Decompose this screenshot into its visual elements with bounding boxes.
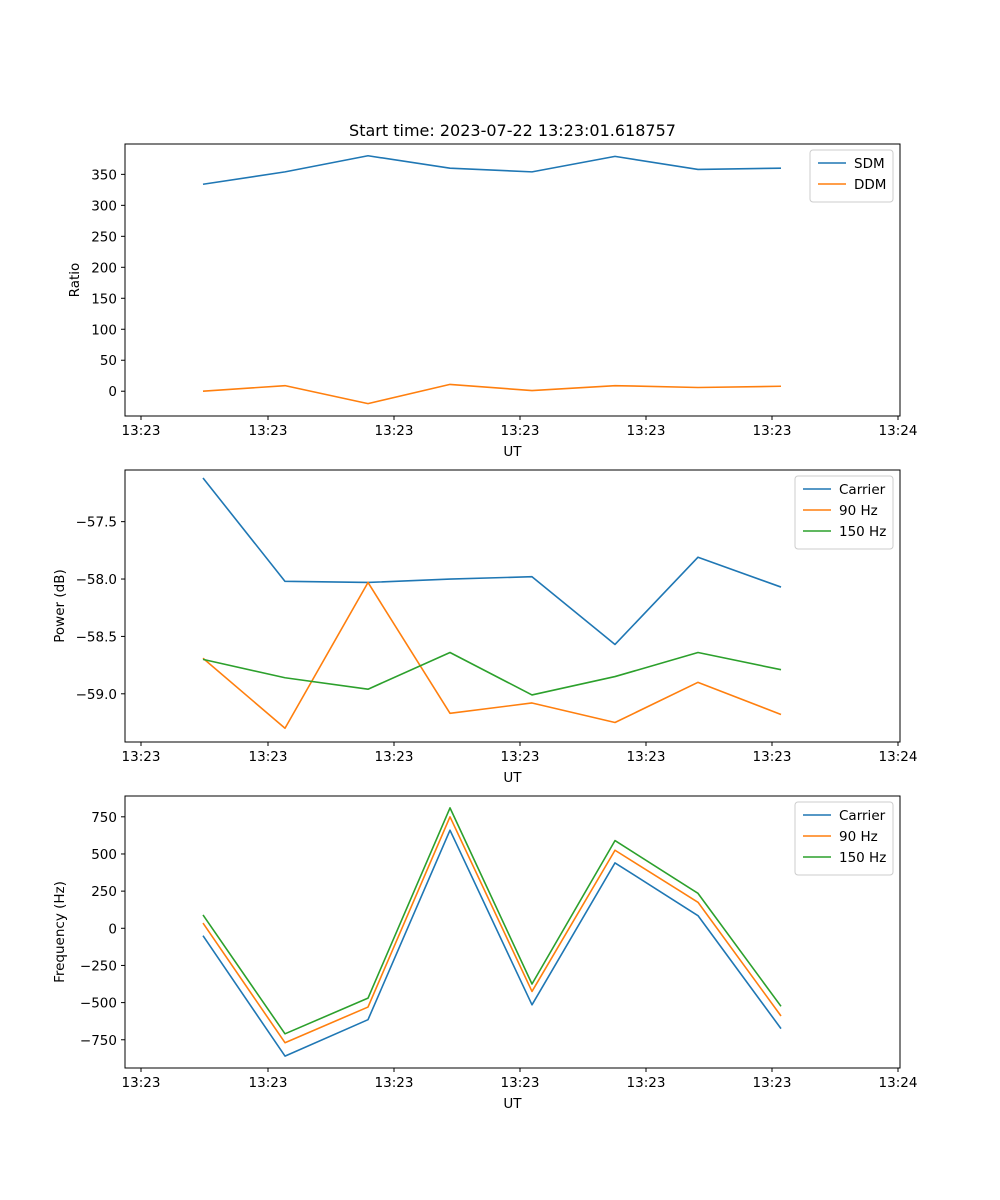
chart-panel-1: Start time: 2023-07-22 13:23:01.618757 13… [67, 121, 917, 460]
y-tick-label: 0 [108, 384, 117, 400]
x-tick-label: 13:23 [627, 423, 666, 439]
series-line-sdm [202, 154, 782, 186]
series-line-carrier [202, 477, 782, 646]
legend-label: SDM [854, 156, 885, 172]
legend-label: 90 Hz [839, 829, 878, 845]
x-tick-label: 13:24 [879, 1075, 918, 1091]
y-tick-label: −57.5 [76, 515, 117, 531]
y-tick-label: −500 [80, 996, 117, 1012]
legend-label: DDM [854, 177, 886, 193]
legend: SDM DDM [809, 149, 894, 203]
axes-frame [124, 143, 901, 417]
x-tick-label: 13:23 [375, 423, 414, 439]
y-tick-label: −59.0 [76, 687, 117, 703]
legend-label: 150 Hz [839, 850, 886, 866]
x-tick-label: 13:23 [501, 423, 540, 439]
y-tick-label: 300 [91, 198, 117, 214]
legend-label: 90 Hz [839, 503, 878, 519]
chart-panel-3: 13:23 13:23 13:23 13:23 13:23 13:23 13:24 −750 −… [52, 795, 918, 1112]
x-tick-label: 13:24 [879, 749, 918, 765]
legend-label: Carrier [839, 482, 886, 498]
chart-title: Start time: 2023-07-22 13:23:01.618757 [349, 121, 676, 140]
x-tick-label: 13:23 [249, 423, 288, 439]
y-tick-label: 750 [91, 810, 117, 826]
axes-frame [124, 469, 901, 743]
x-tick-label: 13:23 [249, 749, 288, 765]
y-axis-label: Power (dB) [52, 569, 68, 642]
x-axis-label: UT [503, 1096, 522, 1112]
series-line-150-hz [202, 807, 782, 1035]
series-line-ddm [202, 383, 782, 405]
x-tick-label: 13:23 [753, 423, 792, 439]
series-line-150-hz [202, 651, 782, 696]
y-tick-label: 250 [91, 229, 117, 245]
y-tick-label: 500 [91, 847, 117, 863]
y-tick-label: 150 [91, 291, 117, 307]
axes-frame [124, 795, 901, 1069]
y-tick-label: −58.5 [76, 629, 117, 645]
x-axis-label: UT [503, 444, 522, 460]
legend: Carrier 90 Hz 150 Hz [794, 475, 894, 550]
x-tick-label: 13:23 [627, 749, 666, 765]
x-tick-label: 13:24 [879, 423, 918, 439]
y-tick-label: 50 [100, 353, 117, 369]
series-line-carrier [202, 829, 782, 1057]
x-tick-label: 13:23 [753, 1075, 792, 1091]
x-tick-label: 13:23 [122, 1075, 161, 1091]
x-tick-label: 13:23 [501, 749, 540, 765]
y-tick-label: 250 [91, 884, 117, 900]
x-tick-label: 13:23 [122, 423, 161, 439]
legend-label: 150 Hz [839, 524, 886, 540]
x-tick-label: 13:23 [753, 749, 792, 765]
x-axis-label: UT [503, 770, 522, 786]
y-axis-label: Ratio [67, 263, 83, 298]
y-tick-label: 200 [91, 260, 117, 276]
series-line-90-hz [202, 816, 782, 1044]
x-tick-label: 13:23 [375, 749, 414, 765]
y-tick-label: 350 [91, 167, 117, 183]
legend: Carrier 90 Hz 150 Hz [794, 801, 894, 876]
y-axis-label: Frequency (Hz) [52, 881, 68, 983]
x-tick-label: 13:23 [249, 1075, 288, 1091]
chart-panel-2: 13:23 13:23 13:23 13:23 13:23 13:23 13:24 −59.0… [52, 469, 918, 786]
y-tick-label: −250 [80, 958, 117, 974]
x-tick-label: 13:23 [375, 1075, 414, 1091]
y-tick-label: −750 [80, 1033, 117, 1049]
y-tick-label: 0 [108, 921, 117, 937]
x-tick-label: 13:23 [501, 1075, 540, 1091]
legend-label: Carrier [839, 808, 886, 824]
x-tick-label: 13:23 [627, 1075, 666, 1091]
x-tick-label: 13:23 [122, 749, 161, 765]
y-tick-label: 100 [91, 322, 117, 338]
y-tick-label: −58.0 [76, 572, 117, 588]
series-line-90-hz [202, 581, 782, 730]
